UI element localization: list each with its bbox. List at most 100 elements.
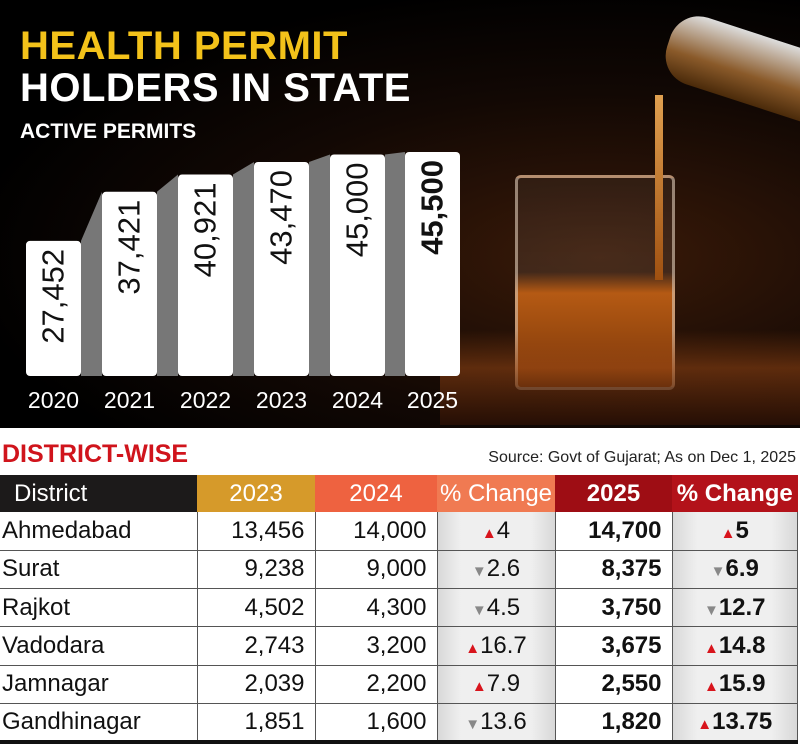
cell-value: 13.6 <box>480 707 527 735</box>
bar-value-label: 37,421 <box>112 200 147 295</box>
change-2025: ▲15.9 <box>672 665 798 704</box>
title-line-2: HOLDERS IN STATE <box>20 66 411 110</box>
triangle-up-icon: ▲ <box>697 715 713 733</box>
cell-value: 3,750 <box>601 593 662 621</box>
district-cell: Gandhinagar <box>0 703 198 744</box>
triangle-down-icon: ▼ <box>465 715 481 733</box>
district-cell: Jamnagar <box>0 665 198 704</box>
header-change-1: % Change <box>437 475 555 512</box>
cell-value: 3,200 <box>366 632 427 660</box>
value-2025: 3,750 <box>555 588 673 628</box>
cell-value: 1,851 <box>244 707 305 735</box>
x-tick-label: 2020 <box>28 387 79 413</box>
district-table: District 2023 2024 % Change 2025 % Chang… <box>0 475 798 744</box>
cell-value: 14,700 <box>588 516 662 544</box>
bar-connector <box>385 152 405 376</box>
value-2025: 1,820 <box>555 703 673 744</box>
value-2023: 1,851 <box>197 703 316 744</box>
table-row: Rajkot 4,502 4,300 ▼4.5 3,750 ▼12.7 <box>0 588 798 628</box>
triangle-down-icon: ▼ <box>471 563 487 581</box>
header-2025: 2025 <box>555 475 672 512</box>
triangle-up-icon: ▲ <box>465 640 481 658</box>
cell-value: 4,502 <box>244 593 305 621</box>
change-2024: ▼13.6 <box>437 703 556 744</box>
chart-subtitle: ACTIVE PERMITS <box>20 120 197 143</box>
header-change-2: % Change <box>672 475 798 512</box>
cell-value: 7.9 <box>486 670 521 698</box>
bar-connector <box>309 154 330 376</box>
table-row: Jamnagar 2,039 2,200 ▲7.9 2,550 ▲15.9 <box>0 665 798 704</box>
triangle-down-icon: ▼ <box>703 601 719 619</box>
bar-value-label: 45,000 <box>340 162 375 257</box>
change-2024: ▲7.9 <box>437 665 556 704</box>
change-2024: ▲4 <box>437 512 556 551</box>
cell-value: 6.9 <box>725 555 759 583</box>
triangle-up-icon: ▲ <box>471 678 487 696</box>
cell-value: 5 <box>735 516 749 544</box>
cell-value: 1,600 <box>366 707 427 735</box>
cell-value: 14,000 <box>353 516 427 544</box>
source-note: Source: Govt of Gujarat; As on Dec 1, 20… <box>488 449 796 466</box>
value-2025: 14,700 <box>555 512 673 551</box>
triangle-down-icon: ▼ <box>471 601 487 619</box>
cell-value: 9,238 <box>244 555 305 583</box>
title-line-1: HEALTH PERMIT <box>20 24 348 68</box>
bar-connector <box>157 174 178 376</box>
cell-value: 12.7 <box>718 593 766 621</box>
table-row: Surat 9,238 9,000 ▼2.6 8,375 ▼6.9 <box>0 550 798 590</box>
bar-connector <box>81 191 102 376</box>
x-tick-label: 2023 <box>256 387 307 413</box>
value-2023: 9,238 <box>197 550 316 590</box>
cell-value: 4,300 <box>366 593 427 621</box>
cell-value: Ahmedabad <box>2 516 132 544</box>
cell-value: Vadodara <box>2 632 105 660</box>
bar-value-label: 40,921 <box>188 183 223 278</box>
triangle-up-icon: ▲ <box>703 678 719 696</box>
value-2023: 2,039 <box>197 665 316 704</box>
triangle-up-icon: ▲ <box>481 524 497 542</box>
table-title: DISTRICT-WISE <box>2 440 189 468</box>
bar-2023 <box>254 161 309 376</box>
triangle-up-icon: ▲ <box>720 524 736 542</box>
cell-value: Rajkot <box>2 593 71 621</box>
bar-value-label: 27,452 <box>36 249 71 344</box>
change-2025: ▲14.8 <box>672 626 798 666</box>
permit-bar-chart: 27,452 2020 37,421 2021 40,921 2022 43,470 2023… <box>26 152 460 413</box>
table-row: Gandhinagar 1,851 1,600 ▼13.6 1,820 ▲13.75 <box>0 703 798 744</box>
bar-2025 <box>405 152 460 376</box>
change-2024: ▲16.7 <box>437 626 556 666</box>
bar-2021 <box>102 191 157 376</box>
bar-2020 <box>26 240 81 376</box>
cell-value: 3,675 <box>601 632 662 660</box>
cell-value: Surat <box>2 555 60 583</box>
value-2023: 4,502 <box>197 588 316 628</box>
change-2025: ▲5 <box>672 512 798 551</box>
cell-value: 14.8 <box>718 632 766 660</box>
bar-2024 <box>330 154 385 376</box>
change-2025: ▲13.75 <box>672 703 798 744</box>
cell-value: Gandhinagar <box>2 707 141 735</box>
district-cell: Ahmedabad <box>0 512 198 551</box>
table-header-row: District 2023 2024 % Change 2025 % Chang… <box>0 475 798 512</box>
value-2024: 4,300 <box>315 588 438 628</box>
cell-value: 1,820 <box>601 707 662 735</box>
value-2024: 9,000 <box>315 550 438 590</box>
x-tick-label: 2021 <box>104 387 155 413</box>
cell-value: 8,375 <box>601 555 662 583</box>
cell-value: 15.9 <box>718 670 766 698</box>
cell-value: 13,456 <box>231 516 305 544</box>
change-2025: ▼6.9 <box>672 550 798 590</box>
x-tick-label: 2024 <box>332 387 383 413</box>
change-2024: ▼2.6 <box>437 550 556 590</box>
header-2023: 2023 <box>197 475 315 512</box>
cell-value: 2,550 <box>601 670 662 698</box>
district-cell: Surat <box>0 550 198 590</box>
change-2024: ▼4.5 <box>437 588 556 628</box>
cell-value: Jamnagar <box>2 670 109 698</box>
header-2024: 2024 <box>315 475 437 512</box>
cell-value: 2,200 <box>366 670 427 698</box>
table-row: Vadodara 2,743 3,200 ▲16.7 3,675 ▲14.8 <box>0 626 798 666</box>
district-cell: Vadodara <box>0 626 198 666</box>
cell-value: 13.75 <box>712 707 773 735</box>
value-2024: 2,200 <box>315 665 438 704</box>
